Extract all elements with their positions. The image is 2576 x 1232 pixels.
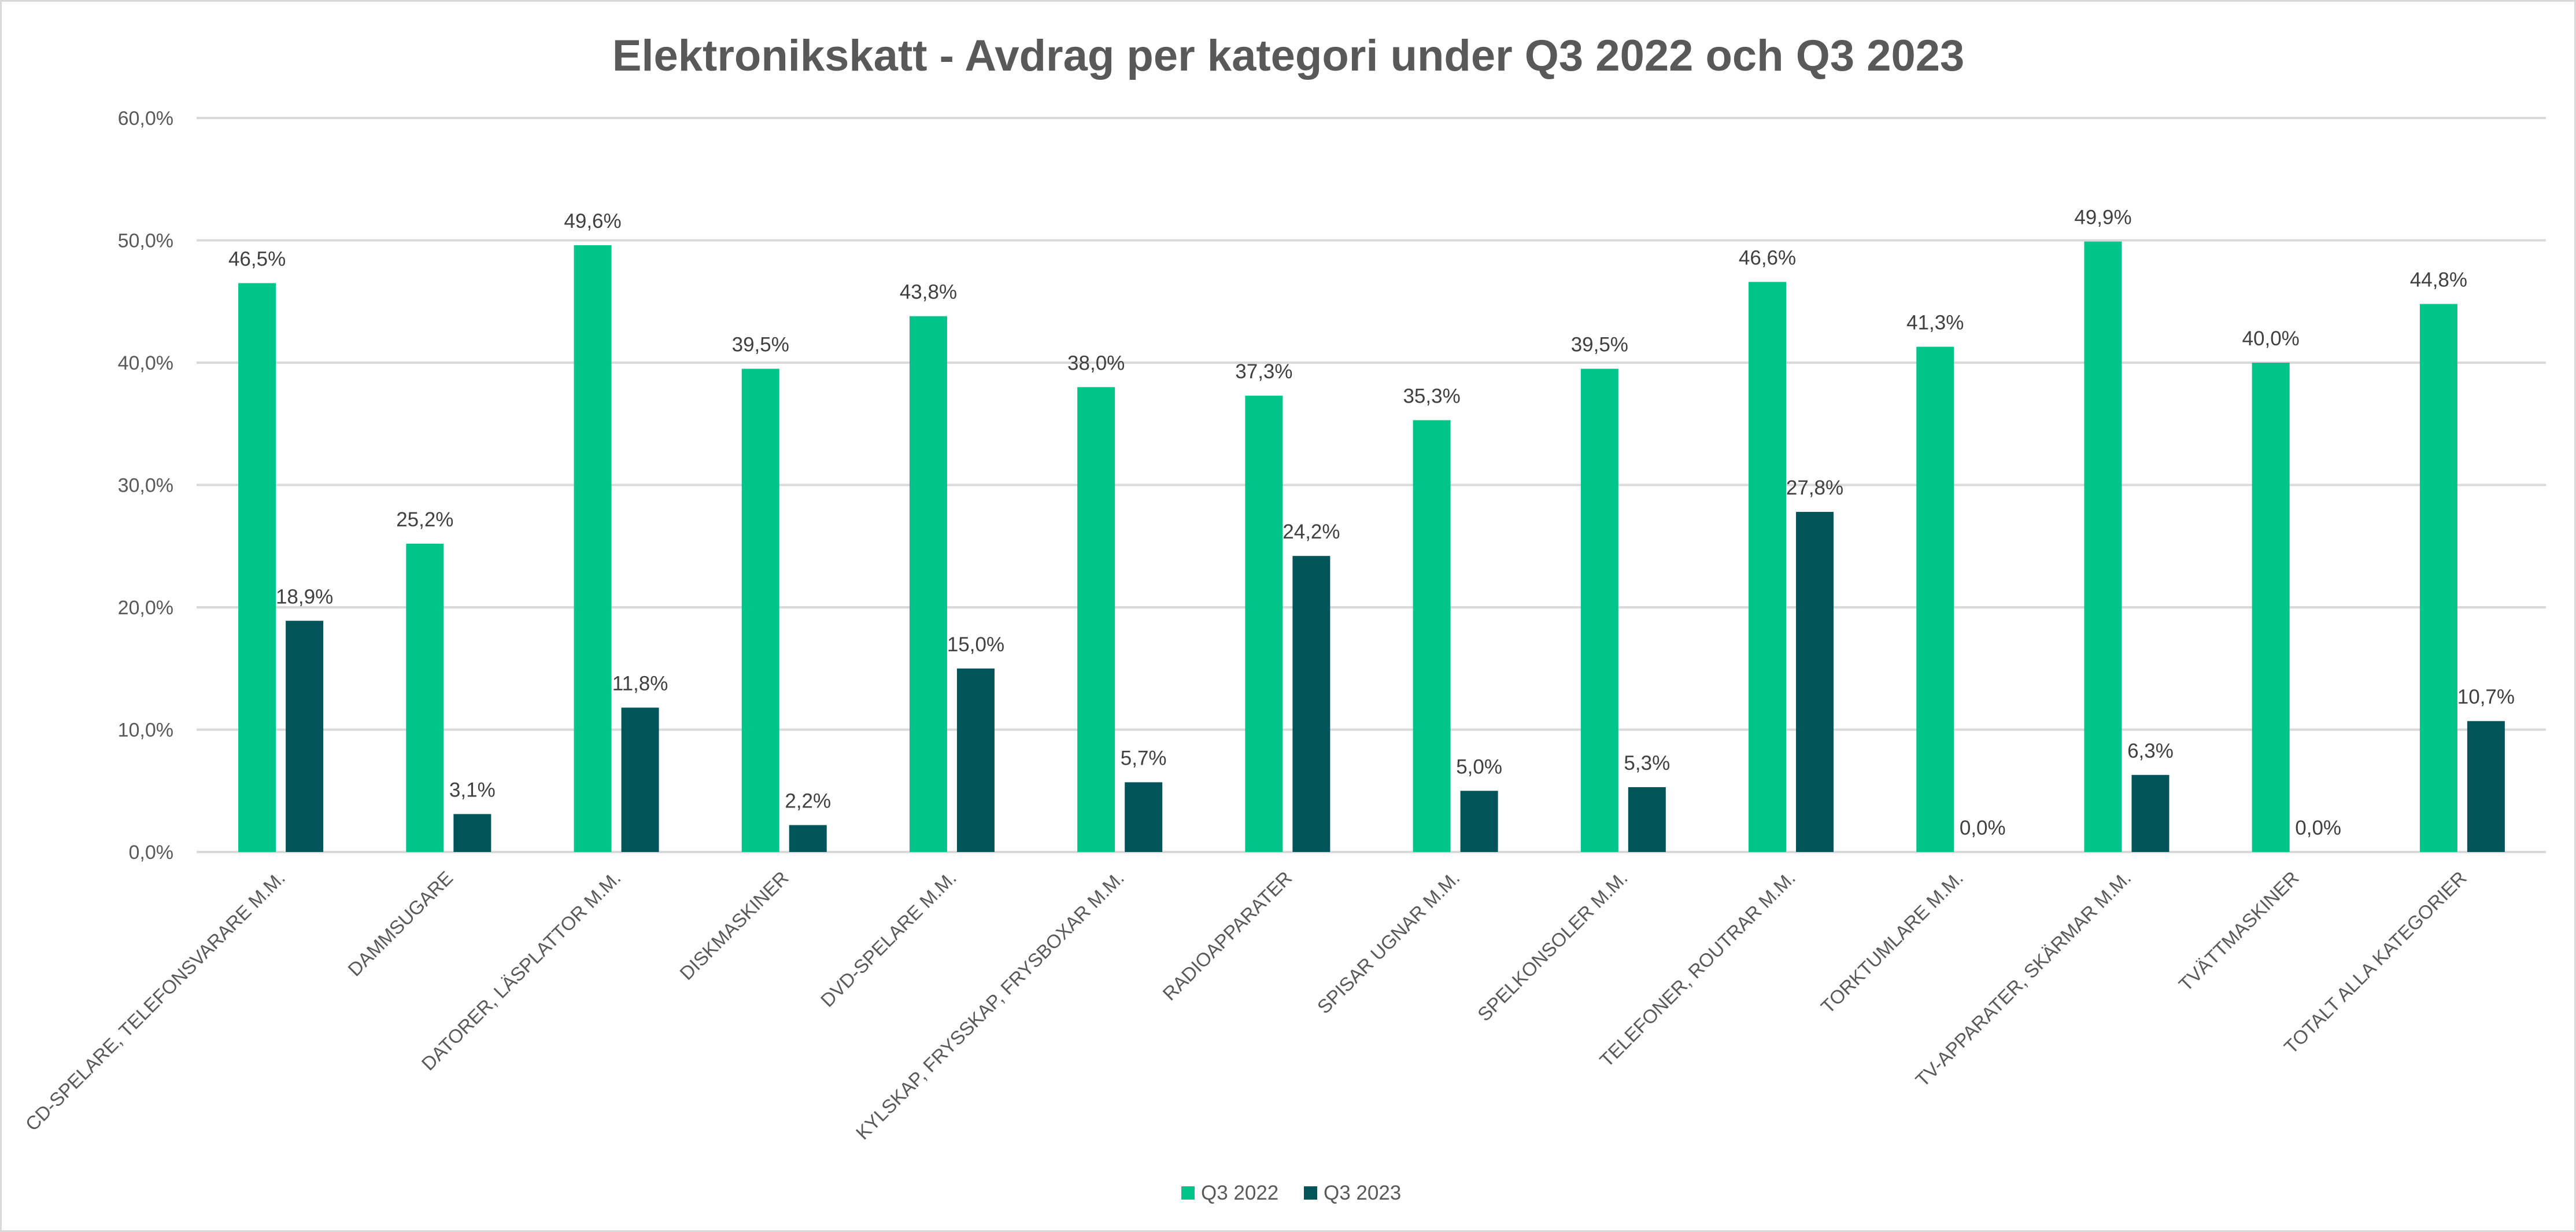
bar-q3-2023 [1628,787,1666,852]
bar-q3-2023 [1292,556,1330,852]
x-axis-ticks: CD-SPELARE, TELEFONSVARARE M.M. DAMMSUGAR… [21,867,2470,1144]
x-tick-label: DVD-SPELARE M.M. [816,867,960,1011]
data-label: 11,8% [612,672,668,695]
legend-swatch-q3-2023 [1304,1186,1317,1200]
bar-q3-2022 [1580,368,1618,852]
data-label: 40,0% [2242,327,2300,350]
bar-q3-2022 [574,245,612,853]
data-label: 41,3% [1906,312,1964,334]
bar-q3-2023 [1125,782,1163,852]
data-label: 44,8% [2410,268,2467,291]
bar-q3-2022 [741,368,779,852]
y-tick-label: 30,0% [118,475,173,497]
gridlines [197,117,2546,853]
data-label: 6,3% [2127,740,2174,762]
data-label: 5,7% [1121,747,1167,769]
x-tick-label: TELEFONER, ROUTRAR M.M. [1595,867,1799,1071]
bar-q3-2022 [2084,241,2122,852]
bar-q3-2023 [789,825,827,852]
data-label: 43,8% [900,281,957,304]
x-tick-label: KYLSKAP, FRYSSKAP, FRYSBOXAR M.M. [852,867,1128,1144]
data-label: 27,8% [1786,477,1843,499]
data-label: 3,1% [449,779,496,801]
bar-q3-2023 [1460,791,1498,852]
bar-q3-2022 [1916,346,1954,852]
data-label: 15,0% [947,633,1004,656]
bar-q3-2022 [2252,363,2290,852]
data-label: 46,5% [228,248,286,271]
bar-q3-2023 [956,668,995,852]
x-tick-label: DATORER, LÄSPLATTOR M.M. [417,867,625,1075]
data-label: 2,2% [785,790,831,812]
data-label: 49,9% [2074,206,2131,229]
bar-q3-2023 [1796,512,1834,852]
data-label: 25,2% [396,508,453,531]
x-tick-label: DAMMSUGARE [343,867,457,980]
data-label: 39,5% [1571,334,1628,356]
bar-q3-2022 [909,316,947,852]
x-tick-label: DISKMASKINER [675,867,793,984]
data-label: 39,5% [732,334,789,356]
y-tick-label: 50,0% [118,230,173,252]
y-axis-ticks: 0,0% 10,0% 20,0% 30,0% 40,0% 50,0% 60,0% [118,108,173,864]
bar-q3-2023 [621,707,659,852]
x-tick-label: TVÄTTMASKINER [2175,867,2303,995]
data-label: 37,3% [1235,360,1292,383]
data-label: 35,3% [1403,385,1460,407]
y-tick-label: 10,0% [118,720,173,742]
x-tick-label: CD-SPELARE, TELEFONSVARARE M.M. [21,867,289,1135]
data-label: 49,6% [564,210,621,233]
x-tick-label: TOTALT ALLA KATEGORIER [2280,867,2471,1058]
y-tick-label: 40,0% [118,352,173,374]
legend-label-q3-2023[interactable]: Q3 2023 [1324,1182,1401,1204]
y-tick-label: 60,0% [118,108,173,130]
data-label: 46,6% [1739,246,1796,269]
data-label: 5,3% [1624,752,1670,774]
x-tick-label: SPELKONSOLER M.M. [1473,867,1632,1026]
y-tick-label: 20,0% [118,597,173,619]
bars [238,241,2505,853]
bar-q3-2022 [1077,387,1115,852]
bar-q3-2022 [406,544,444,852]
data-label: 38,0% [1067,352,1125,374]
bar-q3-2023 [2467,721,2505,852]
legend: Q3 2022 Q3 2023 [1181,1182,1401,1204]
data-labels: 46,5% 18,9% 25,2% 3,1% 49,6% 11,8% 39,5% 2,2% 43… [228,206,2515,839]
bar-q3-2023 [453,814,491,852]
bar-q3-2022 [1749,282,1787,852]
y-tick-label: 0,0% [129,842,174,864]
bar-q3-2022 [1413,420,1451,852]
data-label: 10,7% [2457,686,2515,709]
data-label: 24,2% [1283,521,1340,543]
bar-q3-2022 [1245,396,1283,852]
bar-q3-2023 [286,621,324,852]
bar-q3-2022 [2419,304,2457,852]
data-label: 0,0% [1960,817,2006,839]
x-tick-label: TORKTUMLARE M.M. [1817,867,1967,1017]
x-tick-label: SPISAR UGNAR M.M. [1313,867,1464,1018]
chart-title: Elektronikskatt - Avdrag per kategori un… [612,31,1965,80]
data-label: 5,0% [1456,755,1502,778]
bar-q3-2022 [238,283,276,852]
x-tick-label: RADIOAPPARATER [1158,867,1296,1005]
data-label: 18,9% [276,585,333,608]
bar-q3-2023 [2131,774,2170,852]
legend-label-q3-2022[interactable]: Q3 2022 [1201,1182,1278,1204]
legend-swatch-q3-2022 [1181,1186,1195,1200]
data-label: 0,0% [2295,817,2341,839]
